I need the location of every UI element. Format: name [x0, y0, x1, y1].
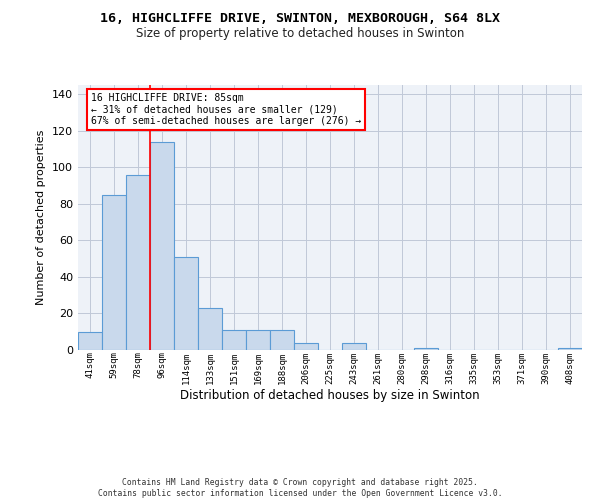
X-axis label: Distribution of detached houses by size in Swinton: Distribution of detached houses by size … [180, 389, 480, 402]
Bar [294, 342, 318, 350]
Bar [342, 342, 366, 350]
Bar [150, 142, 174, 350]
Bar [414, 348, 438, 350]
Bar [222, 330, 246, 350]
Bar [102, 194, 126, 350]
Bar [558, 348, 582, 350]
Text: Contains HM Land Registry data © Crown copyright and database right 2025.
Contai: Contains HM Land Registry data © Crown c… [98, 478, 502, 498]
Bar [78, 332, 102, 350]
Y-axis label: Number of detached properties: Number of detached properties [37, 130, 46, 305]
Text: 16 HIGHCLIFFE DRIVE: 85sqm
← 31% of detached houses are smaller (129)
67% of sem: 16 HIGHCLIFFE DRIVE: 85sqm ← 31% of deta… [91, 93, 361, 126]
Bar [270, 330, 294, 350]
Text: 16, HIGHCLIFFE DRIVE, SWINTON, MEXBOROUGH, S64 8LX: 16, HIGHCLIFFE DRIVE, SWINTON, MEXBOROUG… [100, 12, 500, 26]
Bar [126, 174, 150, 350]
Bar [174, 257, 198, 350]
Bar [246, 330, 270, 350]
Text: Size of property relative to detached houses in Swinton: Size of property relative to detached ho… [136, 28, 464, 40]
Bar [198, 308, 222, 350]
